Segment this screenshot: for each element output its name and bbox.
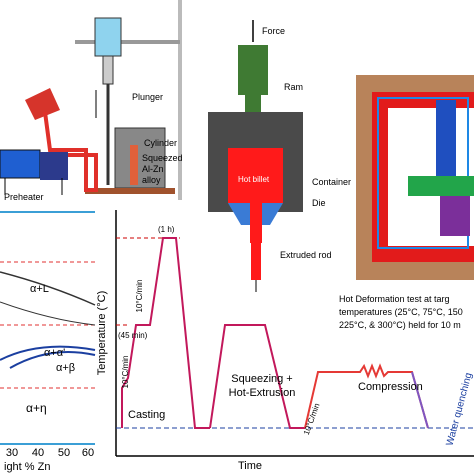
label: Plunger bbox=[132, 92, 163, 102]
axis-label: ight % Zn bbox=[4, 461, 50, 473]
tick-label: 60 bbox=[82, 447, 94, 459]
annotation: Casting bbox=[128, 409, 165, 421]
label: Cylinder bbox=[144, 138, 177, 148]
phase-diagram: α+L α+α' α+β α+η 30 40 50 60 ight % Zn bbox=[0, 211, 96, 473]
region-label: α+L bbox=[30, 283, 49, 295]
label: Squeezed bbox=[142, 153, 183, 163]
annotation: Compression bbox=[358, 381, 423, 393]
annotation: Hot-Extrusion bbox=[229, 387, 296, 399]
tick-label: 50 bbox=[58, 447, 70, 459]
axis-label: Time bbox=[238, 460, 262, 472]
caption: 225°C, & 300°C) held for 10 m bbox=[339, 320, 461, 330]
extrusion-setup: Force Ram Hot billet Container Die Extru… bbox=[208, 20, 351, 292]
annotation: (45 min) bbox=[118, 331, 148, 340]
tick-label: 30 bbox=[6, 447, 18, 459]
label: Die bbox=[312, 198, 326, 208]
tick-label: 40 bbox=[32, 447, 44, 459]
label: Container bbox=[312, 177, 351, 187]
region-label: α+α' bbox=[44, 347, 65, 359]
label: Ram bbox=[284, 82, 303, 92]
axis-label: Temperature (°C) bbox=[96, 291, 108, 375]
annotation: 10°C/min bbox=[135, 280, 144, 313]
annotation: 10°C/min bbox=[121, 356, 130, 389]
label: Al-Zn bbox=[142, 164, 164, 174]
region-label: α+β bbox=[56, 362, 75, 374]
squeeze-casting-apparatus: Plunger Cylinder Squeezed Al-Zn alloy Pr… bbox=[0, 0, 183, 202]
deformation-furnace: Hot Deformation test at targ temperature… bbox=[339, 75, 474, 330]
label: Force bbox=[262, 26, 285, 36]
label: Hot billet bbox=[238, 175, 270, 184]
annotation: Squeezing + bbox=[231, 373, 292, 385]
region-label: α+η bbox=[26, 401, 47, 415]
annotation: 10°C/min bbox=[302, 402, 322, 436]
caption: temperatures (25°C, 75°C, 150 bbox=[339, 307, 463, 317]
annotation: Water quenching bbox=[445, 372, 474, 448]
label: alloy bbox=[142, 175, 161, 185]
annotation: (1 h) bbox=[158, 225, 175, 234]
caption: Hot Deformation test at targ bbox=[339, 294, 450, 304]
label: Extruded rod bbox=[280, 250, 332, 260]
label: Preheater bbox=[4, 192, 44, 202]
